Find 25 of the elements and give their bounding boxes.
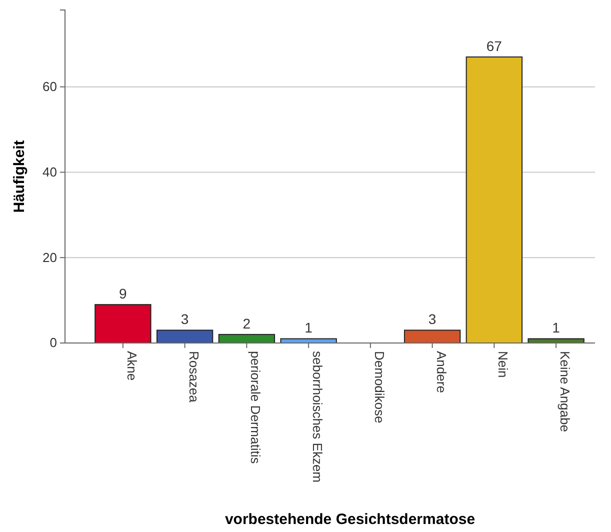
data-label: 67: [486, 38, 502, 54]
y-tick-label: 0: [50, 335, 57, 350]
data-label: 1: [304, 320, 313, 336]
x-tick-label: Rosazea: [186, 351, 202, 404]
y-tick-label: 20: [42, 250, 57, 265]
x-tick-label: Andere: [434, 351, 449, 393]
data-label: 2: [242, 315, 251, 332]
y-tick-label: 60: [42, 79, 57, 94]
data-label: 1: [552, 320, 560, 336]
x-axis-title: vorbestehende Gesichtsdermatose: [224, 511, 476, 528]
data-label: 3: [180, 311, 189, 328]
x-tick-label: periorale Dermatitis: [248, 351, 264, 464]
y-tick-label: 40: [42, 164, 57, 180]
x-tick-label: Keine Angabe: [558, 351, 573, 432]
bar: [156, 330, 214, 344]
x-tick-label: seborrhoisches Ekzem: [310, 351, 326, 482]
bar: [466, 56, 523, 344]
bar: [404, 330, 461, 344]
x-tick-label: Nein: [496, 351, 511, 378]
data-label: 9: [119, 286, 128, 302]
x-tick-label: Akne: [124, 351, 140, 381]
bar: [94, 304, 152, 344]
x-tick-label: Demodikose: [372, 351, 387, 424]
y-axis-title: Häufigkeit: [11, 140, 28, 213]
data-label: 3: [428, 311, 436, 328]
